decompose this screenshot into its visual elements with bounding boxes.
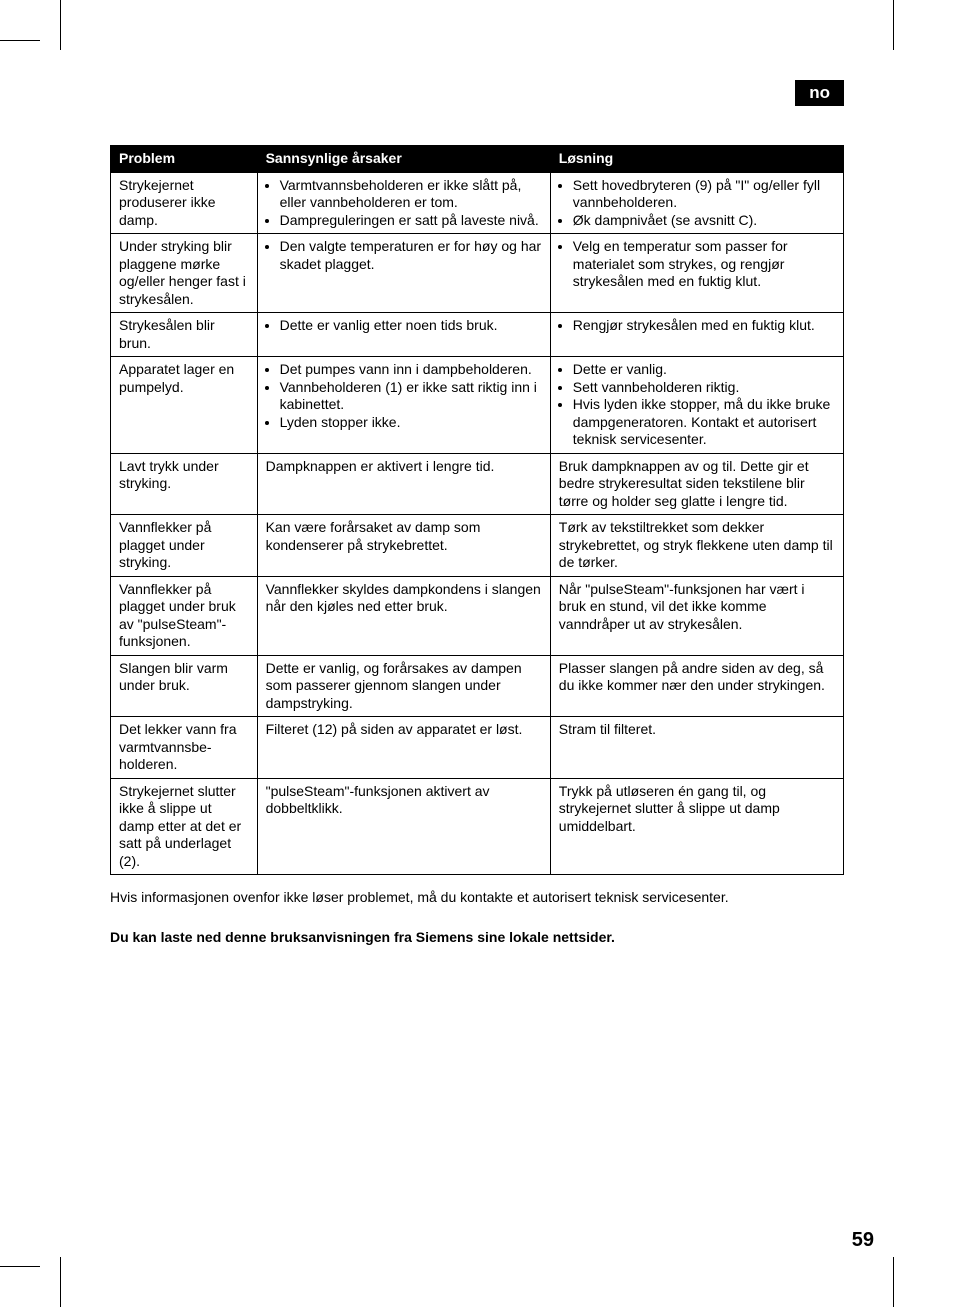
bullet-item: Dampreguleringen er satt på laveste nivå…	[280, 212, 542, 230]
cell-cause: Den valgte temperaturen er for høy og ha…	[257, 234, 550, 313]
table-row: Lavt trykk under stryking.Dampknappen er…	[111, 453, 844, 515]
table-row: Vannflekker på plagget under bruk av "pu…	[111, 576, 844, 655]
cell-solution: Stram til filteret.	[550, 717, 843, 779]
bullet-item: Den valgte temperaturen er for høy og ha…	[280, 238, 542, 273]
table-row: Det lekker vann fra varmtvannsbe-holdere…	[111, 717, 844, 779]
cell-problem: Strykejernet slutter ikke å slippe ut da…	[111, 778, 258, 875]
cell-problem: Vannflekker på plagget under bruk av "pu…	[111, 576, 258, 655]
crop-mark	[60, 1257, 61, 1307]
table-row: Slangen blir varm under bruk.Dette er va…	[111, 655, 844, 717]
cell-cause: Filteret (12) på siden av apparatet er l…	[257, 717, 550, 779]
table-header-row: Problem Sannsynlige årsaker Løsning	[111, 146, 844, 173]
bullet-item: Rengjør strykesålen med en fuktig klut.	[573, 317, 835, 335]
col-cause: Sannsynlige årsaker	[257, 146, 550, 173]
page-content: Problem Sannsynlige årsaker Løsning Stry…	[110, 145, 844, 945]
crop-mark	[893, 1257, 894, 1307]
col-problem: Problem	[111, 146, 258, 173]
crop-mark	[0, 1266, 40, 1267]
bullet-item: Det pumpes vann inn i dampbeholderen.	[280, 361, 542, 379]
cell-cause: Dette er vanlig etter noen tids bruk.	[257, 313, 550, 357]
cell-solution: Bruk dampknappen av og til. Dette gir et…	[550, 453, 843, 515]
col-solution: Løsning	[550, 146, 843, 173]
manual-page: no Problem Sannsynlige årsaker Løsning S…	[0, 0, 954, 1307]
footer-note: Hvis informasjonen ovenfor ikke løser pr…	[110, 889, 844, 905]
cell-problem: Strykesålen blir brun.	[111, 313, 258, 357]
crop-mark	[893, 0, 894, 50]
cell-solution: Når "pulseSteam"-funksjonen har vært i b…	[550, 576, 843, 655]
language-tag: no	[795, 80, 844, 106]
bullet-item: Hvis lyden ikke stopper, må du ikke bruk…	[573, 396, 835, 449]
bullet-item: Varmtvannsbeholderen er ikke slått på, e…	[280, 177, 542, 212]
cell-cause: Varmtvannsbeholderen er ikke slått på, e…	[257, 172, 550, 234]
table-row: Vannflekker på plagget under stryking.Ka…	[111, 515, 844, 577]
cell-problem: Apparatet lager en pumpelyd.	[111, 357, 258, 454]
cell-problem: Det lekker vann fra varmtvannsbe-holdere…	[111, 717, 258, 779]
cell-problem: Strykejernet produserer ikke damp.	[111, 172, 258, 234]
bullet-item: Sett hovedbryteren (9) på "I" og/eller f…	[573, 177, 835, 212]
bullet-item: Lyden stopper ikke.	[280, 414, 542, 432]
bullet-item: Dette er vanlig etter noen tids bruk.	[280, 317, 542, 335]
cell-cause: Dette er vanlig, og forårsakes av dampen…	[257, 655, 550, 717]
crop-mark	[0, 40, 40, 41]
page-number: 59	[852, 1229, 874, 1252]
cell-problem: Lavt trykk under stryking.	[111, 453, 258, 515]
cell-cause: Vannflekker skyldes dampkondens i slange…	[257, 576, 550, 655]
table-row: Strykesålen blir brun. Dette er vanlig et…	[111, 313, 844, 357]
table-row: Strykejernet produserer ikke damp. Varmtv…	[111, 172, 844, 234]
cell-cause: Kan være forårsaket av damp som kondense…	[257, 515, 550, 577]
cell-solution: Trykk på utløseren én gang til, og stryk…	[550, 778, 843, 875]
table-body: Strykejernet produserer ikke damp. Varmtv…	[111, 172, 844, 875]
table-row: Apparatet lager en pumpelyd.Det pumpes v…	[111, 357, 844, 454]
bullet-item: Dette er vanlig.	[573, 361, 835, 379]
bullet-item: Velg en temperatur som passer for materi…	[573, 238, 835, 291]
footer-bold-note: Du kan laste ned denne bruksanvisningen …	[110, 929, 844, 945]
cell-cause: "pulseSteam"-funksjonen aktivert av dobb…	[257, 778, 550, 875]
table-row: Under stryking blir plaggene mørke og/el…	[111, 234, 844, 313]
cell-solution: Rengjør strykesålen med en fuktig klut.	[550, 313, 843, 357]
cell-solution: Velg en temperatur som passer for materi…	[550, 234, 843, 313]
bullet-item: Sett vannbeholderen riktig.	[573, 379, 835, 397]
cell-solution: Tørk av tekstiltrekket som dekker stryke…	[550, 515, 843, 577]
cell-solution: Sett hovedbryteren (9) på "I" og/eller f…	[550, 172, 843, 234]
cell-problem: Vannflekker på plagget under stryking.	[111, 515, 258, 577]
cell-solution: Dette er vanlig.Sett vannbeholderen rikt…	[550, 357, 843, 454]
bullet-item: Øk dampnivået (se avsnitt C).	[573, 212, 835, 230]
troubleshooting-table: Problem Sannsynlige årsaker Løsning Stry…	[110, 145, 844, 875]
cell-problem: Under stryking blir plaggene mørke og/el…	[111, 234, 258, 313]
bullet-item: Vannbeholderen (1) er ikke satt riktig i…	[280, 379, 542, 414]
cell-solution: Plasser slangen på andre siden av deg, s…	[550, 655, 843, 717]
crop-mark	[60, 0, 61, 50]
cell-cause: Dampknappen er aktivert i lengre tid.	[257, 453, 550, 515]
cell-cause: Det pumpes vann inn i dampbeholderen.Van…	[257, 357, 550, 454]
cell-problem: Slangen blir varm under bruk.	[111, 655, 258, 717]
table-row: Strykejernet slutter ikke å slippe ut da…	[111, 778, 844, 875]
